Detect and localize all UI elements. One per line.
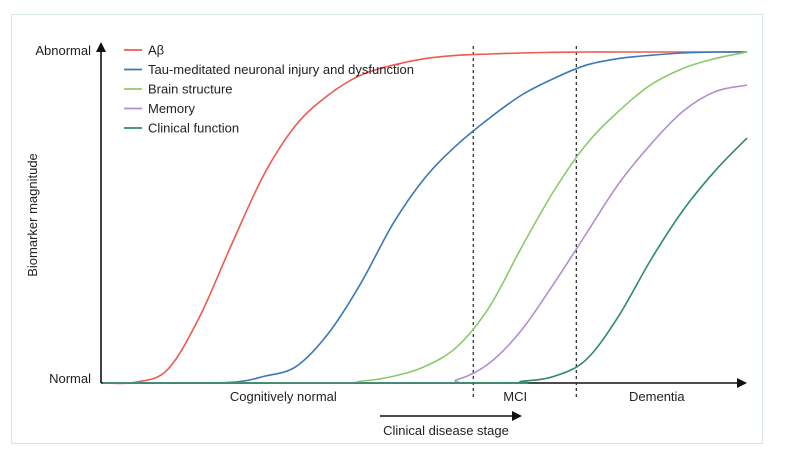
series-line-4	[102, 137, 748, 384]
series-line-2	[102, 51, 748, 384]
y-tick-abnormal: Abnormal	[35, 43, 91, 58]
legend-label-2: Brain structure	[148, 82, 233, 97]
legend-label-0: Aβ	[148, 43, 164, 58]
series-lines	[102, 51, 748, 385]
stage-boundaries	[472, 46, 577, 398]
stage-label-2: Dementia	[629, 389, 685, 404]
legend-label-3: Memory	[148, 101, 195, 116]
series-line-1	[102, 51, 748, 384]
stage-label-0: Cognitively normal	[230, 389, 337, 404]
x-axis-label: Clinical disease stage	[383, 423, 509, 438]
stage-label-1: MCI	[503, 389, 527, 404]
stage-labels: Cognitively normal MCI Dementia	[230, 389, 686, 404]
figure-frame	[11, 14, 763, 444]
legend-label-1: Tau-meditated neuronal injury and dysfun…	[148, 62, 414, 77]
series-line-0	[102, 51, 747, 385]
legend: Aβ Tau-meditated neuronal injury and dysf…	[124, 43, 414, 136]
y-tick-normal: Normal	[49, 371, 91, 386]
y-axis-label: Biomarker magnitude	[25, 153, 40, 277]
legend-label-4: Clinical function	[148, 121, 239, 136]
